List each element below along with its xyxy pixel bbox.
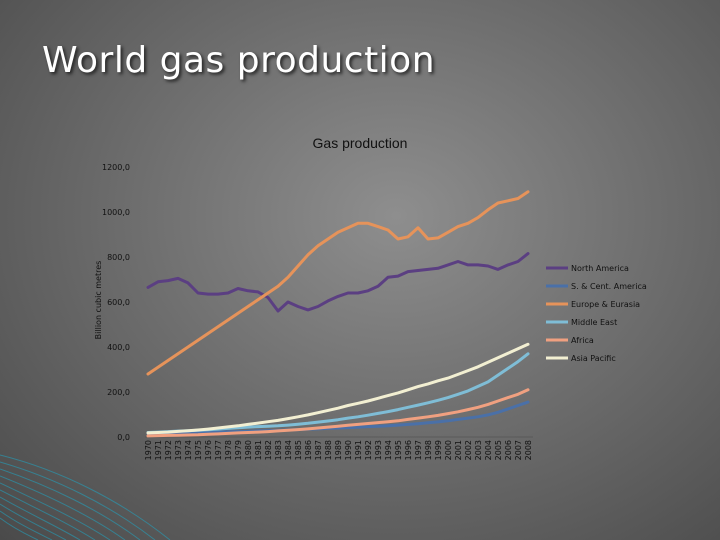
x-tick-label: 2005 [494, 440, 503, 460]
x-tick-label: 1987 [314, 440, 323, 460]
series-line-africa [146, 388, 530, 438]
x-tick-label: 1998 [424, 440, 433, 460]
x-tick-label: 1991 [354, 440, 363, 460]
x-tick-label: 1980 [244, 440, 253, 460]
x-tick-label: 1988 [324, 440, 333, 460]
x-tick-label: 1992 [364, 440, 373, 460]
legend-label: Middle East [571, 318, 617, 327]
x-tick-label: 1973 [174, 440, 183, 460]
x-tick-label: 1983 [274, 440, 283, 460]
x-tick-label: 2001 [454, 440, 463, 460]
x-tick-label: 2008 [524, 440, 533, 460]
y-axis-ticks: 0,0 200,0 400,0 600,0 800,0 1000,0 1200,0 [102, 163, 130, 442]
x-tick-label: 2000 [444, 440, 453, 460]
y-tick-label: 0,0 [117, 433, 130, 442]
x-tick-label: 1994 [384, 440, 393, 460]
x-tick-label: 1979 [234, 440, 243, 460]
y-tick-label: 800,0 [107, 253, 130, 262]
y-axis-label: Billion cubic metres [94, 261, 103, 340]
legend-label: North America [571, 264, 629, 273]
series-line-north-america [146, 252, 530, 313]
y-tick-label: 400,0 [107, 343, 130, 352]
x-tick-label: 1995 [394, 440, 403, 460]
series-line-asia-pacific [146, 342, 530, 435]
x-tick-label: 2006 [504, 440, 513, 460]
y-tick-label: 200,0 [107, 388, 130, 397]
x-tick-label: 2003 [474, 440, 483, 460]
legend-label: Europe & Eurasia [571, 300, 640, 309]
x-tick-label: 1978 [224, 440, 233, 460]
series-line-s-cent-america [146, 400, 530, 436]
x-tick-label: 1999 [434, 440, 443, 460]
x-tick-label: 1997 [414, 440, 423, 460]
x-tick-label: 1977 [214, 440, 223, 460]
x-tick-label: 1985 [294, 440, 303, 460]
x-tick-label: 1986 [304, 440, 313, 460]
x-tick-label: 1981 [254, 440, 263, 460]
slide-title: World gas production [42, 40, 436, 81]
y-tick-label: 1200,0 [102, 163, 130, 172]
series-lines [146, 190, 530, 438]
chart-title: Gas production [313, 135, 408, 151]
x-tick-label: 1970 [144, 440, 153, 460]
x-tick-label: 2007 [514, 440, 523, 460]
x-tick-label: 2002 [464, 440, 473, 460]
x-tick-label: 1975 [194, 440, 203, 460]
series-line-europe-eurasia [146, 190, 530, 376]
x-tick-label: 1982 [264, 440, 273, 460]
legend-label: Africa [571, 336, 594, 345]
x-tick-label: 1990 [344, 440, 353, 460]
legend-label: Asia Pacific [571, 354, 616, 363]
x-tick-label: 1972 [164, 440, 173, 460]
x-tick-label: 1971 [154, 440, 163, 460]
x-tick-label: 1976 [204, 440, 213, 460]
legend: North America S. & Cent. America Europe & … [546, 264, 647, 363]
x-tick-label: 1974 [184, 440, 193, 460]
legend-label: S. & Cent. America [571, 282, 647, 291]
y-tick-label: 1000,0 [102, 208, 130, 217]
x-tick-label: 1993 [374, 440, 383, 460]
x-tick-label: 2004 [484, 440, 493, 460]
y-tick-label: 600,0 [107, 298, 130, 307]
x-tick-label: 1984 [284, 440, 293, 460]
x-axis-ticks: 1970 1971 1972 1973 1974 1975 1976 1977 1978 1979… [144, 440, 533, 460]
x-tick-label: 1996 [404, 440, 413, 460]
x-tick-label: 1989 [334, 440, 343, 460]
series-line-middle-east [146, 352, 530, 434]
